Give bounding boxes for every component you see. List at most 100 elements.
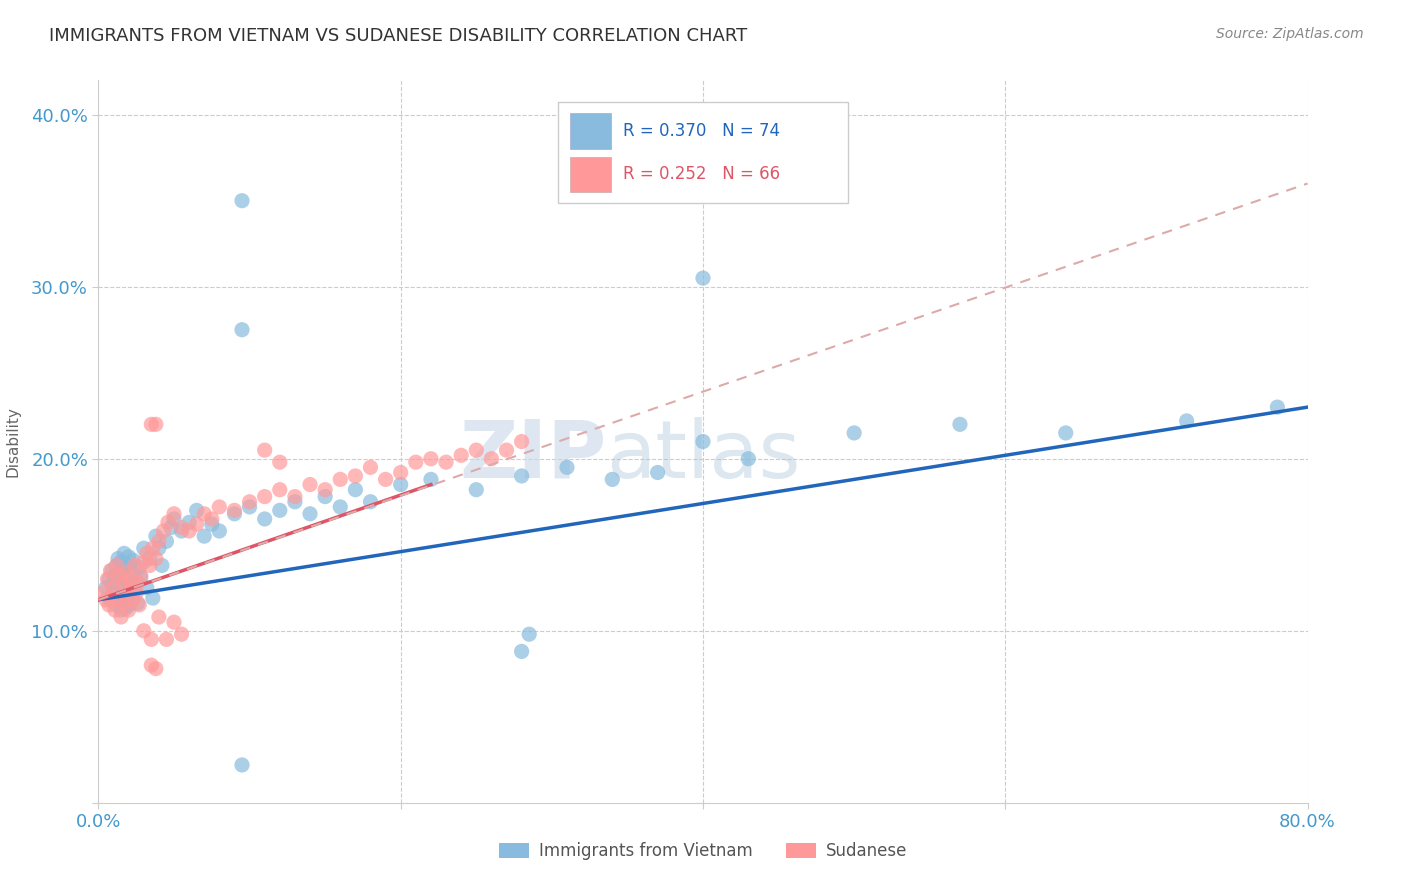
Point [284,494,307,508]
Point [124,558,146,573]
Point [163,615,186,630]
Point [98,598,121,612]
Point [110,603,132,617]
Point [517,627,540,641]
Point [115,558,138,573]
Point [150,558,173,573]
Text: R = 0.370   N = 74: R = 0.370 N = 74 [623,122,780,140]
Point [314,483,336,497]
Point [114,566,136,580]
Legend: Immigrants from Vietnam, Sudanese: Immigrants from Vietnam, Sudanese [492,836,914,867]
Point [510,644,533,658]
Point [118,598,141,612]
Point [224,507,246,521]
Point [465,443,488,458]
Point [108,567,131,582]
Point [555,460,578,475]
Point [132,555,155,569]
Point [110,555,132,569]
Point [129,570,152,584]
Point [344,483,367,497]
FancyBboxPatch shape [569,113,612,149]
Point [118,549,141,564]
Point [186,517,208,532]
Point [145,417,167,432]
Point [121,566,143,580]
Point [110,610,132,624]
Point [239,494,262,508]
Point [142,591,165,606]
Point [127,596,149,610]
Point [155,534,177,549]
Point [179,516,201,530]
Text: atlas: atlas [606,417,800,495]
Point [98,572,121,586]
Point [103,575,125,590]
Point [132,541,155,556]
Point [269,455,291,469]
Point [105,558,128,573]
Point [111,591,134,606]
Point [101,564,124,578]
Point [253,490,276,504]
Point [111,562,134,576]
Point [405,455,427,469]
Point [495,443,517,458]
Point [100,564,122,578]
Point [186,503,208,517]
Point [112,546,135,560]
Point [314,490,336,504]
Point [142,541,165,556]
Text: R = 0.252   N = 66: R = 0.252 N = 66 [623,165,780,183]
Point [284,490,307,504]
Point [145,551,167,566]
Point [139,551,162,566]
Point [148,541,170,556]
Point [692,271,714,285]
Point [193,529,215,543]
Point [647,466,669,480]
Point [122,553,145,567]
Point [360,494,382,508]
Point [329,472,352,486]
Point [107,592,129,607]
Point [510,434,533,449]
Text: ZIP: ZIP [458,417,606,495]
Point [170,627,193,641]
Point [108,568,131,582]
Point [465,483,488,497]
Point [128,560,150,574]
Point [374,472,396,486]
Point [114,601,136,615]
Point [121,592,143,607]
Point [253,512,276,526]
Point [420,472,443,486]
FancyBboxPatch shape [558,102,848,203]
Text: Source: ZipAtlas.com: Source: ZipAtlas.com [1216,27,1364,41]
Point [389,466,412,480]
Point [110,579,132,593]
Point [103,581,125,595]
Text: IMMIGRANTS FROM VIETNAM VS SUDANESE DISABILITY CORRELATION CHART: IMMIGRANTS FROM VIETNAM VS SUDANESE DISA… [49,27,748,45]
Point [104,568,127,582]
Point [231,758,253,772]
Point [201,512,224,526]
Point [420,451,443,466]
Point [94,581,117,595]
Point [96,572,118,586]
Point [163,512,186,526]
Point [170,524,193,538]
Point [118,603,141,617]
Point [120,572,142,586]
Point [201,517,224,532]
Point [231,323,253,337]
Point [115,586,138,600]
Point [103,586,125,600]
Point [269,503,291,517]
Point [139,558,162,573]
Point [253,443,276,458]
Point [269,483,291,497]
Point [510,469,533,483]
Point [112,596,135,610]
Point [128,598,150,612]
